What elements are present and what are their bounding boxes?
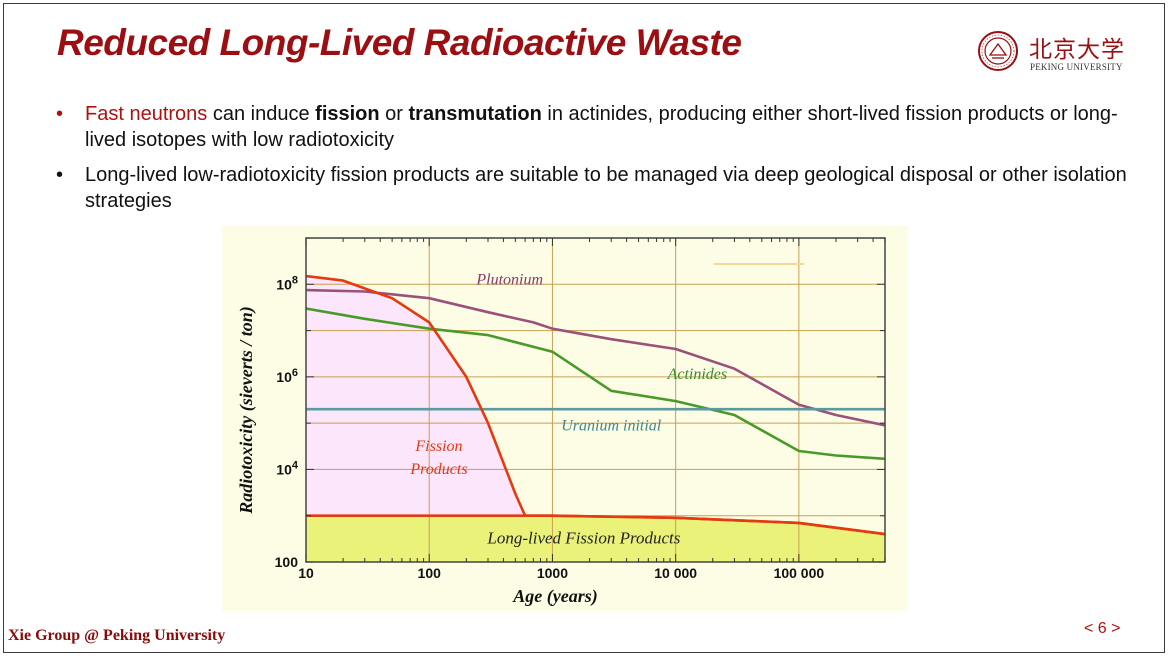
annotation-uranium-initial: Uranium initial — [561, 417, 662, 434]
bullet-text: in actinides, producing either short-liv… — [85, 103, 1118, 151]
bullet-dot: • — [56, 164, 64, 186]
annotation-products: Products — [409, 461, 467, 478]
bullet-item-1: • Fast neutrons can induce fission or tr… — [56, 101, 1151, 153]
x-tick-label: 100 — [418, 565, 442, 581]
footer-group-name: Xie Group @ Peking University — [8, 627, 226, 644]
long-lived-fission-products-area — [306, 515, 885, 562]
logo-english-name: PEKING UNIVERSITY — [1030, 62, 1123, 72]
slide-title: Reduced Long-Lived Radioactive Waste — [57, 22, 742, 63]
series-line-plutonium — [306, 288, 885, 427]
highlight-fast-neutrons: Fast neutrons — [85, 103, 208, 125]
annotation-actinides: Actinides — [667, 366, 728, 383]
y-tick-label: 106 — [276, 367, 298, 385]
bullet-dot: • — [56, 103, 64, 125]
x-tick-label: 100 000 — [774, 565, 825, 581]
bullet-text: or — [379, 103, 409, 125]
y-axis-label: Radiotoxicity (sieverts / ton) — [236, 306, 257, 514]
x-tick-label: 10 000 — [654, 565, 697, 581]
annotation-fission: Fission — [414, 438, 462, 455]
x-tick-label: 10 — [298, 565, 314, 581]
page-number: < 6 > — [1084, 620, 1121, 637]
y-tick-label: 100 — [275, 554, 299, 570]
x-tick-label: 1000 — [537, 565, 568, 581]
y-tick-label: 108 — [276, 274, 298, 292]
fission-products-area — [306, 276, 885, 562]
annotation-plutonium: Plutonium — [475, 271, 543, 288]
annotation-long-lived-fission-products: Long-lived Fission Products — [486, 529, 680, 548]
bullet-text: can induce — [207, 103, 316, 125]
logo-chinese-name: 北京大学 — [1029, 37, 1125, 63]
bullet-list: • Fast neutrons can induce fission or tr… — [56, 101, 1151, 223]
peking-university-seal-icon — [978, 31, 1018, 71]
slide-frame — [3, 3, 1165, 653]
chart-panel: 10 100 1000 10 000 100 000 100 104 106 108 Age (y… — [222, 226, 907, 611]
y-tick-label: 104 — [276, 459, 299, 477]
plot-frame — [305, 237, 886, 563]
x-axis-label: Age (years) — [512, 586, 597, 607]
series-line-actinides — [306, 307, 885, 461]
bullet-text: Long-lived low-radiotoxicity fission pro… — [85, 164, 1127, 212]
university-logo: 北京大学 PEKING UNIVERSITY — [975, 28, 1125, 78]
bold-transmutation: transmutation — [408, 103, 542, 125]
bold-fission: fission — [315, 103, 380, 125]
series-line-long-lived-fission-products — [306, 514, 885, 536]
bullet-item-2: • Long-lived low-radiotoxicity fission p… — [56, 162, 1151, 214]
